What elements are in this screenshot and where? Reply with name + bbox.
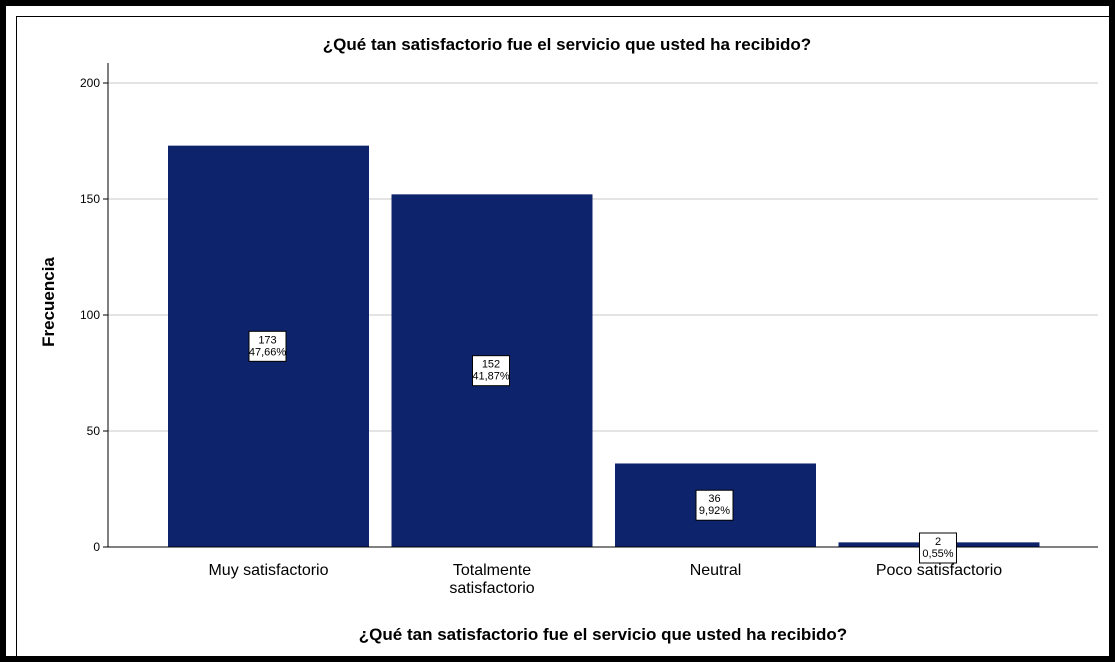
x-ticks: Muy satisfactorio Totalmentesatisfactorio… — [208, 562, 1002, 597]
data-label-percent: 47,66% — [249, 346, 287, 358]
data-label-box — [472, 355, 510, 387]
data-label-box — [919, 532, 957, 564]
data-label-percent: 0,55% — [922, 548, 953, 560]
data-label-count: 173 — [258, 334, 276, 346]
y-tick-label: 150 — [80, 192, 100, 206]
y-tick-label: 50 — [87, 424, 101, 438]
x-tick-label: Muy satisfactorio — [208, 562, 328, 579]
data-label-percent: 41,87% — [472, 371, 510, 383]
chart-inner-frame — [16, 16, 1111, 658]
data-label-box — [248, 330, 287, 362]
data-label-count: 152 — [482, 359, 500, 371]
y-tick-label: 0 — [93, 540, 100, 554]
x-tick-label: Totalmente — [453, 562, 531, 579]
y-ticks: 0 50 100 150 200 — [80, 76, 108, 554]
x-tick-label: Poco satisfactorio — [876, 562, 1002, 579]
y-tick-label: 100 — [80, 308, 100, 322]
data-label-count: 36 — [708, 493, 720, 505]
y-tick-label: 200 — [80, 76, 100, 90]
chart-title: ¿Qué tan satisfactorio fue el servicio q… — [323, 35, 811, 54]
y-axis-label: Frecuencia — [39, 257, 58, 347]
bars — [168, 145, 1040, 548]
data-label-box — [695, 489, 734, 521]
x-tick-label: satisfactorio — [449, 580, 534, 597]
data-label-percent: 9,92% — [699, 505, 730, 517]
x-axis-label: ¿Qué tan satisfactorio fue el servicio q… — [359, 625, 847, 644]
data-label-count: 2 — [935, 536, 941, 548]
x-tick-label: Neutral — [690, 562, 742, 579]
